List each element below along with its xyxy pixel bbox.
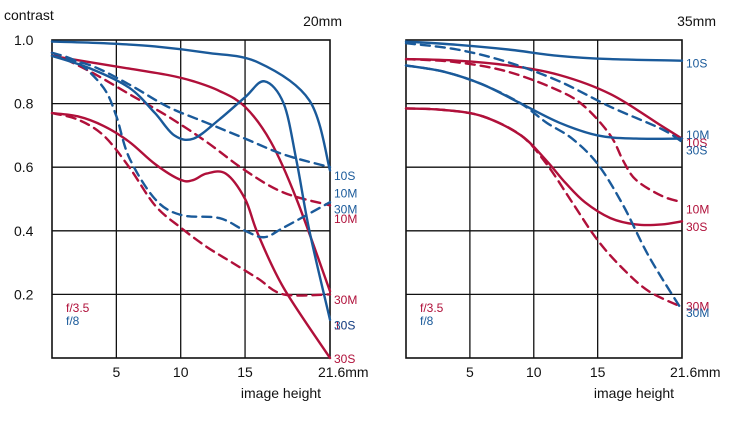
curve-label: 10M bbox=[686, 128, 709, 142]
plot-frame bbox=[51, 39, 331, 359]
series-line-f35-10S bbox=[404, 57, 684, 140]
series-line-f35-30S bbox=[50, 111, 332, 297]
grid bbox=[52, 40, 330, 358]
x-axis-label: image height bbox=[594, 385, 674, 401]
series-group bbox=[404, 40, 684, 312]
x-tick-label: 10 bbox=[173, 364, 189, 380]
chart-title: 20mm bbox=[303, 13, 342, 29]
x-tick-label: 21.6mm bbox=[670, 364, 721, 380]
legend-entry: f/8 bbox=[420, 314, 434, 328]
legend-entry: f/8 bbox=[66, 314, 80, 328]
curve-label: 30M bbox=[686, 306, 709, 320]
y-tick-label: 0.2 bbox=[14, 286, 34, 302]
series-group bbox=[50, 40, 332, 360]
series-line-f8-10S bbox=[50, 40, 332, 172]
curve-label: 30M bbox=[334, 293, 357, 307]
y-tick-label: 0.4 bbox=[14, 223, 34, 239]
curve-label: 30S bbox=[686, 220, 707, 234]
x-axis-label: image height bbox=[241, 385, 321, 401]
series-line-f8-10M bbox=[50, 54, 332, 169]
y-tick-label: 0.8 bbox=[14, 96, 34, 112]
x-tick-label: 5 bbox=[466, 364, 474, 380]
series-line-f8-30M bbox=[50, 54, 332, 321]
x-tick-label: 5 bbox=[112, 364, 120, 380]
curve-label: 10S bbox=[334, 169, 355, 183]
x-tick-label: 15 bbox=[237, 364, 253, 380]
x-tick-label: 15 bbox=[590, 364, 606, 380]
series-line-f35-10S bbox=[50, 54, 332, 293]
legend-entry: f/3.5 bbox=[66, 301, 90, 315]
series-line-f8-30S bbox=[404, 64, 684, 141]
curve-label: 30M bbox=[686, 300, 709, 314]
y-tick-label: 1.0 bbox=[14, 32, 34, 48]
series-line-f35-30M bbox=[404, 107, 684, 309]
curve-label: 10S bbox=[334, 319, 355, 333]
curve-label: 10S bbox=[686, 56, 707, 70]
curve-label: 10M bbox=[334, 187, 357, 201]
curve-label: 10M bbox=[686, 203, 709, 217]
chart-panel-1: 1.0 0.8 0.6 0.4 0.2 contrast 5 10 15 21.6mm image … bbox=[4, 7, 369, 401]
plot-frame bbox=[405, 39, 683, 359]
x-tick-label: 21.6mm bbox=[318, 364, 369, 380]
curve-label: 30M bbox=[334, 203, 357, 217]
curve-label: 10S bbox=[686, 136, 707, 150]
curve-label: 10M bbox=[334, 212, 357, 226]
series-line-f8-10M bbox=[404, 42, 684, 143]
x-tick-label: 10 bbox=[526, 364, 542, 380]
y-axis-label: contrast bbox=[4, 7, 54, 23]
series-line-f8-30M bbox=[404, 64, 684, 312]
curve-label: 30S bbox=[334, 319, 355, 333]
series-line-f35-30M bbox=[50, 111, 332, 360]
series-line-f8-10S bbox=[404, 40, 684, 62]
grid bbox=[406, 40, 682, 358]
legend-entry: f/3.5 bbox=[420, 301, 444, 315]
series-line-f35-10M bbox=[50, 51, 332, 207]
series-line-f8-30S bbox=[50, 51, 332, 239]
curve-label: 30S bbox=[686, 144, 707, 158]
curve-label: 30S bbox=[334, 352, 355, 366]
chart-title: 35mm bbox=[677, 13, 716, 29]
y-tick-label: 0.6 bbox=[14, 159, 34, 175]
series-line-f35-10M bbox=[404, 57, 684, 204]
